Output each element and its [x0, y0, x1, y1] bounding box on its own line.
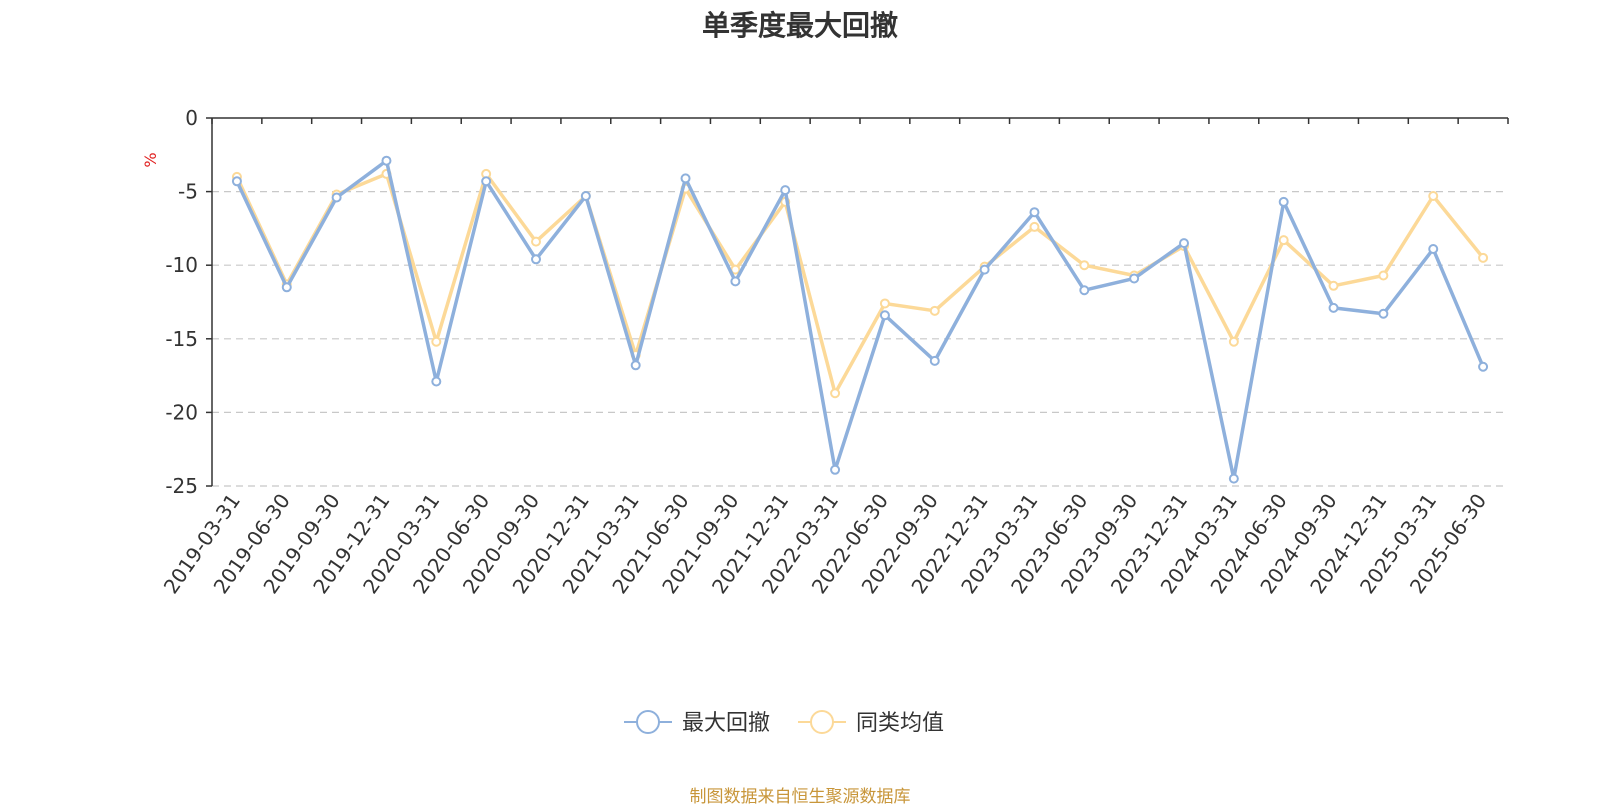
data-point — [1278, 196, 1289, 207]
data-point — [1129, 273, 1140, 284]
legend-label: 最大回撤 — [682, 711, 770, 736]
data-point — [481, 176, 492, 187]
data-point — [879, 298, 890, 309]
data-point — [1328, 302, 1339, 313]
data-point — [1428, 244, 1439, 255]
y-axis-unit-label: % — [141, 152, 160, 167]
data-point — [1179, 238, 1189, 249]
legend-item-max-drawdown[interactable]: 最大回撤 — [624, 710, 770, 736]
source-note: 制图数据来自恒生聚源数据库 — [689, 787, 911, 807]
data-point — [1079, 285, 1090, 296]
y-tick-label: 0 — [185, 106, 198, 130]
legend-marker — [810, 710, 834, 734]
data-point — [1029, 207, 1040, 218]
data-point — [331, 192, 342, 203]
data-point — [231, 176, 242, 187]
data-point — [730, 276, 741, 287]
series-line — [235, 158, 1485, 481]
series-peer-average — [231, 168, 1489, 399]
data-point — [531, 236, 541, 247]
data-point — [1378, 270, 1389, 281]
data-point — [1079, 260, 1090, 271]
data-point — [979, 264, 990, 275]
y-tick-label: -25 — [165, 474, 198, 498]
legend-label: 同类均值 — [856, 711, 944, 736]
data-point — [281, 282, 292, 293]
data-point — [1478, 361, 1489, 372]
y-tick-label: -20 — [165, 400, 198, 424]
y-tick-label: -15 — [165, 327, 198, 351]
data-point — [1378, 308, 1389, 319]
data-point — [929, 355, 940, 366]
series-max-drawdown — [231, 155, 1489, 484]
data-point — [680, 173, 691, 184]
data-point — [580, 191, 591, 202]
data-point — [1228, 336, 1239, 347]
chart-title: 单季度最大回撤 — [701, 9, 898, 42]
y-tick-label: -5 — [178, 180, 198, 204]
data-point — [1278, 235, 1289, 246]
data-point — [431, 376, 442, 387]
data-point — [929, 305, 940, 316]
data-point — [431, 336, 442, 347]
series-lines — [231, 155, 1489, 484]
data-point — [1029, 221, 1040, 232]
data-point — [1228, 473, 1239, 484]
data-point — [630, 360, 641, 371]
data-point — [1478, 252, 1489, 263]
data-point — [879, 310, 890, 321]
data-point — [1428, 191, 1439, 202]
data-point — [780, 185, 791, 196]
data-point — [1328, 280, 1339, 291]
data-point — [830, 388, 841, 399]
series-line — [235, 172, 1485, 396]
legend[interactable]: 最大回撤 同类均值 — [624, 710, 944, 736]
data-point — [381, 155, 392, 166]
data-point — [531, 254, 541, 265]
data-point — [830, 464, 841, 475]
legend-marker — [636, 710, 660, 734]
legend-item-peer-average[interactable]: 同类均值 — [798, 710, 944, 736]
y-tick-label: -10 — [165, 253, 198, 277]
